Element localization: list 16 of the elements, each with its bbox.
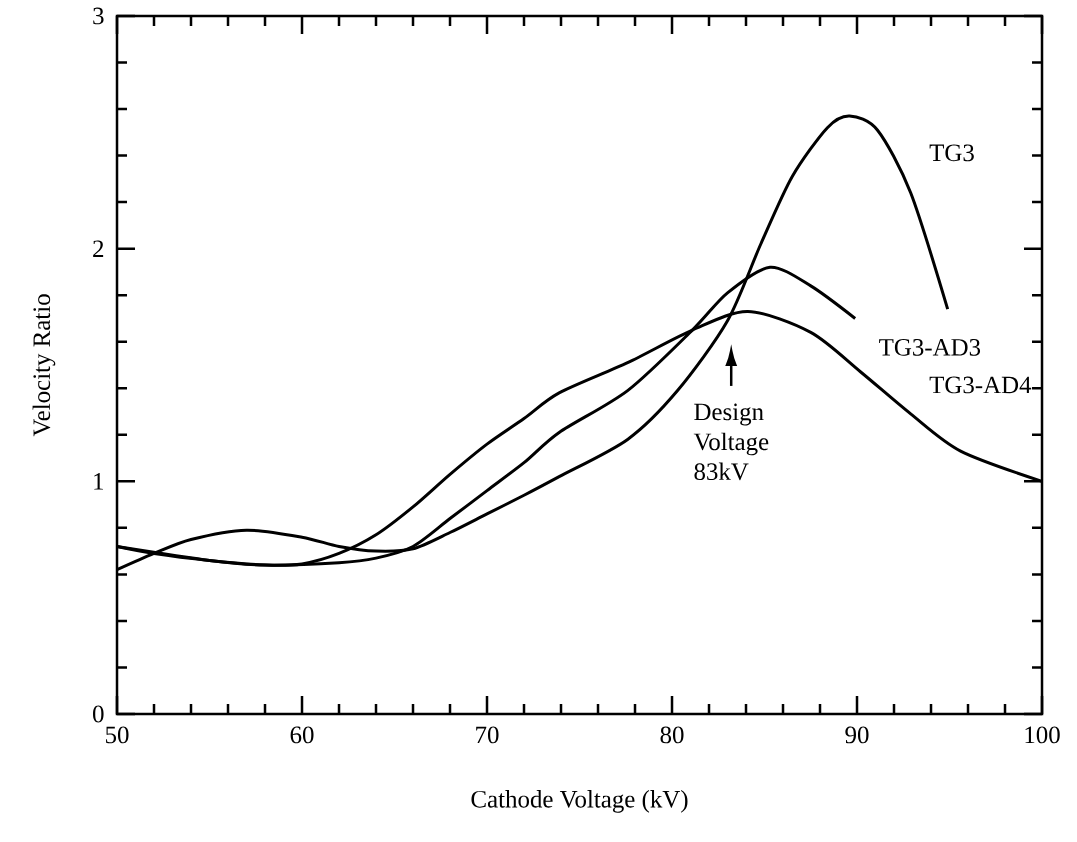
y-tick-label: 3 bbox=[93, 7, 104, 25]
x-tick-label: 80 bbox=[660, 726, 684, 744]
legend-label: TG3-AD4 bbox=[929, 376, 1032, 394]
x-tick-label: 100 bbox=[1025, 726, 1060, 744]
legend-label: TG3-AD3 bbox=[879, 338, 981, 356]
annotation: Design Voltage 83kV bbox=[693, 403, 769, 481]
x-axis-title: Cathode Voltage (kV) bbox=[471, 790, 688, 813]
legend-label: TG3 bbox=[929, 144, 974, 162]
x-tick-label: 50 bbox=[106, 726, 129, 744]
y-tick-label: 1 bbox=[94, 473, 104, 490]
x-tick-label: 70 bbox=[476, 726, 499, 744]
y-axis-title: Velocity Ratio bbox=[32, 294, 56, 437]
x-tick-label: 60 bbox=[290, 726, 314, 744]
x-tick-label: 90 bbox=[845, 726, 869, 744]
y-tick-label: 2 bbox=[93, 240, 104, 257]
y-tick-label: 0 bbox=[93, 705, 104, 723]
